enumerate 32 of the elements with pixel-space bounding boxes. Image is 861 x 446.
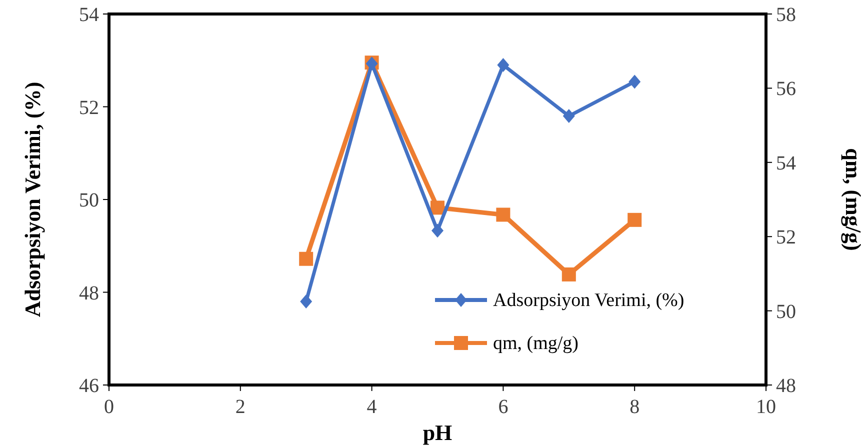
y2-tick-label: 54 bbox=[776, 152, 796, 174]
x-axis-title: pH bbox=[422, 420, 452, 445]
point bbox=[562, 267, 576, 282]
point bbox=[430, 200, 444, 215]
y2-tick-label: 52 bbox=[776, 226, 796, 249]
point bbox=[299, 252, 314, 266]
x-tick-label: 0 bbox=[104, 396, 114, 418]
y2-tick-label: 58 bbox=[776, 4, 796, 26]
y-axis-title: Adsorpsiyon Verimi, (%) bbox=[20, 82, 45, 318]
point bbox=[497, 58, 510, 72]
x-tick-label: 4 bbox=[366, 396, 377, 418]
point bbox=[628, 74, 641, 89]
point bbox=[628, 212, 642, 227]
point bbox=[562, 109, 575, 124]
point bbox=[432, 224, 444, 238]
y2-tick-label: 48 bbox=[776, 375, 796, 397]
x-tick-label: 6 bbox=[498, 396, 508, 418]
point bbox=[300, 294, 312, 309]
x-tick-label: 8 bbox=[630, 396, 640, 418]
y-tick-label: 50 bbox=[79, 190, 99, 212]
y-tick-label: 48 bbox=[79, 282, 99, 304]
legend-label: qm, (mg/g) bbox=[493, 333, 578, 354]
y-tick-label: 46 bbox=[79, 375, 99, 397]
legend-label: Adsorpsiyon Verimi, (%) bbox=[493, 290, 684, 311]
x-tick-label: 2 bbox=[235, 396, 246, 418]
y-tick-label: 52 bbox=[79, 96, 99, 119]
y2-tick-label: 56 bbox=[776, 78, 796, 100]
y2-axis-title: qm, (mg/g) bbox=[841, 148, 861, 251]
x-tick-label: 10 bbox=[756, 396, 776, 418]
y2-tick-label: 50 bbox=[776, 300, 796, 323]
point bbox=[496, 208, 510, 222]
y-tick-label: 54 bbox=[79, 4, 99, 26]
